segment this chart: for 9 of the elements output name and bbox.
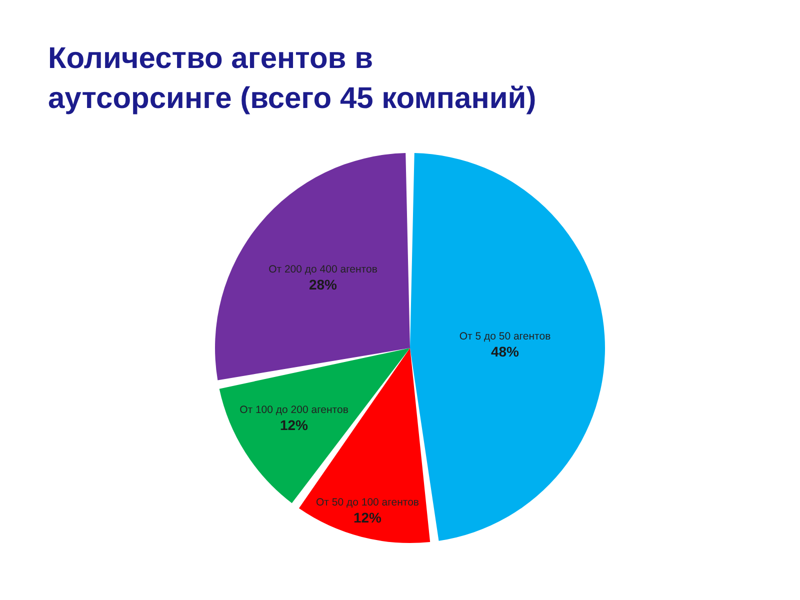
data-label: 28% bbox=[308, 276, 338, 292]
data-label: 12% bbox=[280, 417, 309, 434]
slice-label: От 200 до 400 агентов bbox=[268, 263, 378, 276]
slice-label: От 50 до 100 агентов bbox=[316, 496, 420, 509]
slice-label: От 5 до 50 агентов bbox=[459, 330, 552, 342]
data-label: 12% bbox=[353, 510, 382, 526]
data-label: 48% bbox=[490, 343, 520, 360]
slice-label: От 100 до 200 агентов bbox=[240, 404, 349, 416]
chart-title: Количество агентов в аутсорсинге (всего 45 компаний) bbox=[48, 42, 536, 115]
